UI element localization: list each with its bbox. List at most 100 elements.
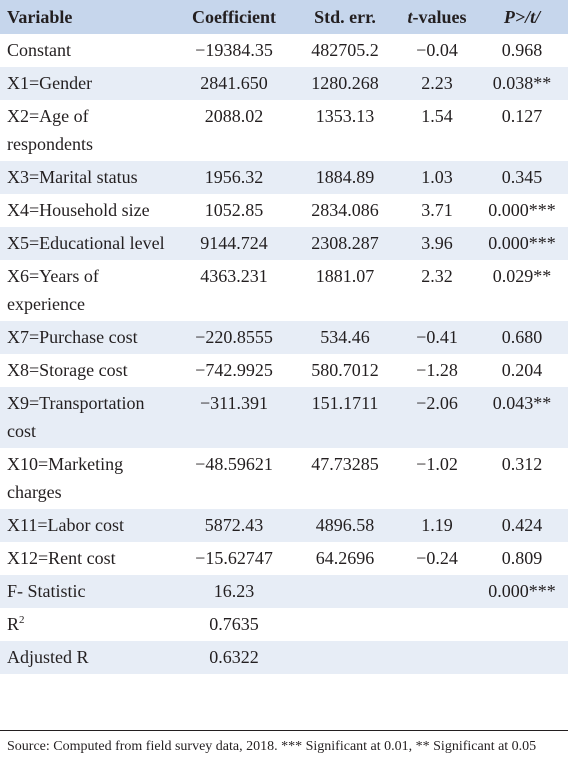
table-footnote: Source: Computed from field survey data,… (0, 730, 568, 778)
cell-p-value: 0.680 (476, 321, 568, 354)
table-row: X7=Purchase cost −220.8555 534.46 −0.41 0.68… (0, 321, 568, 354)
cell-std-err: 2834.086 (292, 194, 398, 227)
cell-std-err: 64.2696 (292, 542, 398, 575)
cell-std-err-text: 2308.287 (311, 233, 379, 253)
cell-coefficient-text: 4363.231 (200, 266, 268, 286)
cell-std-err: 1884.89 (292, 161, 398, 194)
cell-coefficient: 16.23 (176, 575, 292, 608)
cell-p-value: 0.127 (476, 100, 568, 161)
cell-variable: X6=Years of experience (0, 260, 176, 321)
header-p-value: P>/t/ (503, 6, 541, 27)
cell-t-value-text: 2.32 (421, 266, 453, 286)
cell-p-value: 0.038** (476, 67, 568, 100)
cell-p-value-text: 0.680 (501, 327, 543, 347)
cell-coefficient-text: 0.6322 (209, 647, 259, 667)
cell-std-err-text: 64.2696 (315, 548, 375, 568)
cell-std-err-text: 1884.89 (315, 167, 375, 187)
table-row: X3=Marital status 1956.32 1884.89 1.03 0.345 (0, 161, 568, 194)
cell-variable: X5=Educational level (0, 227, 176, 260)
cell-p-value: 0.809 (476, 542, 568, 575)
cell-coefficient-text: −742.9925 (195, 360, 273, 380)
cell-variable-text: X4=Household size (7, 200, 150, 220)
cell-coefficient-text: 1956.32 (204, 167, 264, 187)
table-row: X1=Gender 2841.650 1280.268 2.23 0.038** (0, 67, 568, 100)
cell-coefficient-text: 2088.02 (204, 106, 264, 126)
cell-std-err-text: 4896.58 (315, 515, 375, 535)
cell-t-value (398, 641, 476, 674)
cell-variable-text: X7=Purchase cost (7, 327, 138, 347)
cell-std-err: 2308.287 (292, 227, 398, 260)
table-row: X11=Labor cost 5872.43 4896.58 1.19 0.424 (0, 509, 568, 542)
table-row: F- Statistic 16.23 0.000*** (0, 575, 568, 608)
cell-t-value-text: 1.19 (421, 515, 453, 535)
cell-p-value-text: 0.127 (501, 106, 543, 126)
cell-p-value: 0.000*** (476, 194, 568, 227)
cell-coefficient: 0.6322 (176, 641, 292, 674)
header-t-rest: -values (412, 6, 467, 27)
cell-p-value: 0.345 (476, 161, 568, 194)
cell-p-value-text: 0.968 (501, 40, 543, 60)
cell-std-err: 482705.2 (292, 34, 398, 67)
cell-t-value: −2.06 (398, 387, 476, 448)
cell-t-value: −0.24 (398, 542, 476, 575)
cell-std-err: 151.1711 (292, 387, 398, 448)
cell-std-err: 580.7012 (292, 354, 398, 387)
cell-std-err-text: 47.73285 (311, 454, 379, 474)
cell-coefficient-text: −19384.35 (195, 40, 273, 60)
cell-t-value-text: −1.02 (416, 454, 458, 474)
cell-variable: X11=Labor cost (0, 509, 176, 542)
cell-t-value-text: 3.71 (421, 200, 453, 220)
cell-t-value-text: −1.28 (416, 360, 458, 380)
table-header: Variable Coefficient Std. err. t-values … (0, 0, 568, 34)
cell-std-err-text: 1280.268 (311, 73, 379, 93)
cell-variable: Constant (0, 34, 176, 67)
cell-variable: X8=Storage cost (0, 354, 176, 387)
table-row: X4=Household size 1052.85 2834.086 3.71 0.00… (0, 194, 568, 227)
cell-coefficient-text: 0.7635 (209, 614, 259, 634)
cell-variable: X10=Marketing charges (0, 448, 176, 509)
cell-p-value (476, 608, 568, 641)
cell-coefficient: −311.391 (176, 387, 292, 448)
table-row: X12=Rent cost −15.62747 64.2696 −0.24 0.809 (0, 542, 568, 575)
cell-variable-text: X3=Marital status (7, 167, 138, 187)
cell-std-err-text: 2834.086 (311, 200, 379, 220)
cell-variable: R2 (0, 608, 176, 641)
cell-coefficient: −742.9925 (176, 354, 292, 387)
cell-variable: X9=Transportation cost (0, 387, 176, 448)
cell-coefficient: 9144.724 (176, 227, 292, 260)
cell-std-err (292, 575, 398, 608)
cell-std-err: 1353.13 (292, 100, 398, 161)
cell-variable: Adjusted R (0, 641, 176, 674)
cell-coefficient: 5872.43 (176, 509, 292, 542)
cell-variable: X1=Gender (0, 67, 176, 100)
cell-p-value-text: 0.000*** (488, 233, 556, 253)
table-row: X5=Educational level 9144.724 2308.287 3.96… (0, 227, 568, 260)
cell-std-err (292, 608, 398, 641)
cell-std-err: 4896.58 (292, 509, 398, 542)
cell-std-err (292, 641, 398, 674)
cell-p-value: 0.204 (476, 354, 568, 387)
cell-coefficient-text: −48.59621 (195, 454, 273, 474)
cell-t-value-text: −2.06 (416, 393, 458, 413)
header-row: Variable Coefficient Std. err. t-values … (0, 0, 568, 34)
cell-t-value-text: −0.24 (416, 548, 458, 568)
table-row: R2 0.7635 (0, 608, 568, 641)
table-row: X2=Age of respondents 2088.02 1353.13 1.54 0… (0, 100, 568, 161)
cell-std-err: 47.73285 (292, 448, 398, 509)
superscript: 2 (19, 614, 25, 626)
cell-std-err-text: 1353.13 (315, 106, 375, 126)
cell-variable: F- Statistic (0, 575, 176, 608)
cell-t-value-text: −0.04 (416, 40, 458, 60)
cell-p-value-text: 0.204 (501, 360, 543, 380)
table-row: X10=Marketing charges −48.59621 47.73285 −1… (0, 448, 568, 509)
cell-variable-text: X12=Rent cost (7, 548, 116, 568)
cell-coefficient: −15.62747 (176, 542, 292, 575)
cell-variable-text: X1=Gender (7, 73, 93, 93)
regression-table: Variable Coefficient Std. err. t-values … (0, 0, 568, 674)
cell-coefficient: −48.59621 (176, 448, 292, 509)
cell-p-value-text: 0.038** (492, 73, 552, 93)
cell-p-value-text: 0.345 (501, 167, 543, 187)
cell-t-value: −0.41 (398, 321, 476, 354)
cell-p-value (476, 641, 568, 674)
